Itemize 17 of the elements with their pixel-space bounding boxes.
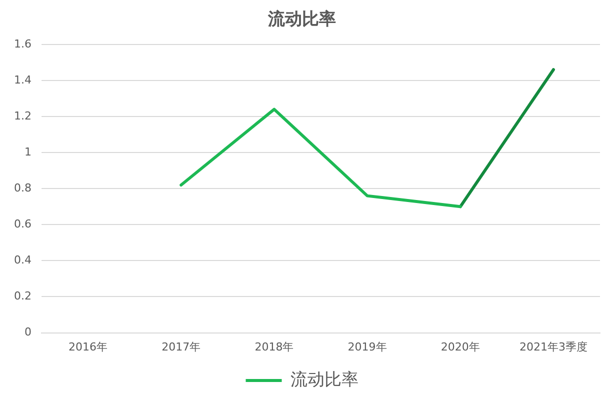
x-tick-label: 2017年 bbox=[162, 340, 201, 354]
y-tick-label: 0.2 bbox=[14, 290, 32, 303]
x-tick-label: 2016年 bbox=[68, 340, 108, 354]
x-tick-label: 2019年 bbox=[348, 340, 387, 354]
y-tick-label: 0.4 bbox=[14, 254, 32, 267]
legend-label: 流动比率 bbox=[290, 370, 358, 390]
y-tick-label: 0 bbox=[24, 326, 32, 339]
y-tick-label: 1.2 bbox=[14, 109, 32, 122]
x-tick-label: 2020年 bbox=[440, 340, 480, 354]
chart-title: 流动比率 bbox=[267, 10, 336, 30]
y-tick-label: 0.8 bbox=[14, 181, 32, 194]
y-tick-label: 1.4 bbox=[14, 73, 32, 86]
x-tick-label: 2021年3季度 bbox=[519, 340, 588, 354]
x-tick-label: 2018年 bbox=[254, 340, 294, 354]
y-tick-label: 1.6 bbox=[14, 37, 32, 50]
y-tick-label: 0.6 bbox=[14, 218, 32, 231]
y-tick-label: 1 bbox=[24, 145, 32, 158]
